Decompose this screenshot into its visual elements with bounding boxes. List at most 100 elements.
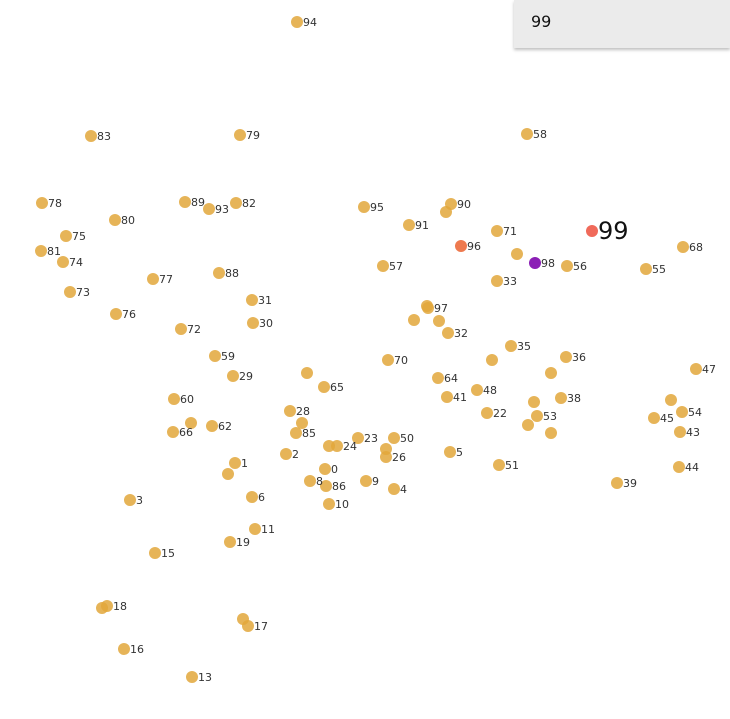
point-23[interactable] <box>352 432 364 444</box>
point-22[interactable] <box>481 407 493 419</box>
point-65[interactable] <box>318 381 330 393</box>
point-85[interactable] <box>290 427 302 439</box>
point-80[interactable] <box>109 214 121 226</box>
point-68[interactable] <box>677 241 689 253</box>
point-unlabeled-84[interactable] <box>380 443 392 455</box>
point-6[interactable] <box>246 491 258 503</box>
point-45[interactable] <box>648 412 660 424</box>
point-50[interactable] <box>388 432 400 444</box>
point-93[interactable] <box>203 203 215 215</box>
point-94[interactable] <box>291 16 303 28</box>
point-label-48: 48 <box>483 384 497 397</box>
point-89[interactable] <box>179 196 191 208</box>
point-64[interactable] <box>432 372 444 384</box>
point-43[interactable] <box>674 426 686 438</box>
point-88[interactable] <box>213 267 225 279</box>
point-66[interactable] <box>167 426 179 438</box>
point-label-62: 62 <box>218 420 232 433</box>
point-unlabeled-95[interactable] <box>237 613 249 625</box>
point-unlabeled-86[interactable] <box>433 315 445 327</box>
point-label-60: 60 <box>180 393 194 406</box>
point-unlabeled-96[interactable] <box>96 602 108 614</box>
point-unlabeled-88[interactable] <box>486 354 498 366</box>
point-75[interactable] <box>60 230 72 242</box>
point-1[interactable] <box>229 457 241 469</box>
point-28[interactable] <box>284 405 296 417</box>
point-96[interactable] <box>455 240 467 252</box>
point-unlabeled-87[interactable] <box>440 206 452 218</box>
point-32[interactable] <box>442 327 454 339</box>
point-unlabeled-81[interactable] <box>185 417 197 429</box>
point-13[interactable] <box>186 671 198 683</box>
point-35[interactable] <box>505 340 517 352</box>
point-77[interactable] <box>147 273 159 285</box>
point-unlabeled-80[interactable] <box>301 367 313 379</box>
point-19[interactable] <box>224 536 236 548</box>
point-57[interactable] <box>377 260 389 272</box>
point-44[interactable] <box>673 461 685 473</box>
point-30[interactable] <box>247 317 259 329</box>
point-unlabeled-79[interactable] <box>222 468 234 480</box>
point-label-56: 56 <box>573 260 587 273</box>
point-98[interactable] <box>529 257 541 269</box>
point-71[interactable] <box>491 225 503 237</box>
point-41[interactable] <box>441 391 453 403</box>
point-label-30: 30 <box>259 317 273 330</box>
point-unlabeled-82[interactable] <box>296 417 308 429</box>
point-86[interactable] <box>320 480 332 492</box>
point-5[interactable] <box>444 446 456 458</box>
point-38[interactable] <box>555 392 567 404</box>
point-48[interactable] <box>471 384 483 396</box>
point-79[interactable] <box>234 129 246 141</box>
point-label-68: 68 <box>689 241 703 254</box>
point-unlabeled-83[interactable] <box>323 440 335 452</box>
point-73[interactable] <box>64 286 76 298</box>
point-59[interactable] <box>209 350 221 362</box>
point-unlabeled-89[interactable] <box>511 248 523 260</box>
search-input[interactable]: 99 <box>514 0 730 48</box>
point-99[interactable] <box>586 225 598 237</box>
point-47[interactable] <box>690 363 702 375</box>
point-81[interactable] <box>35 245 47 257</box>
point-15[interactable] <box>149 547 161 559</box>
point-56[interactable] <box>561 260 573 272</box>
point-0[interactable] <box>319 463 331 475</box>
point-95[interactable] <box>358 201 370 213</box>
point-82[interactable] <box>230 197 242 209</box>
point-3[interactable] <box>124 494 136 506</box>
point-unlabeled-85[interactable] <box>408 314 420 326</box>
point-9[interactable] <box>360 475 372 487</box>
point-31[interactable] <box>246 294 258 306</box>
point-4[interactable] <box>388 483 400 495</box>
point-39[interactable] <box>611 477 623 489</box>
point-29[interactable] <box>227 370 239 382</box>
point-unlabeled-93[interactable] <box>545 427 557 439</box>
point-51[interactable] <box>493 459 505 471</box>
point-62[interactable] <box>206 420 218 432</box>
point-54[interactable] <box>676 406 688 418</box>
point-11[interactable] <box>249 523 261 535</box>
point-10[interactable] <box>323 498 335 510</box>
point-33[interactable] <box>491 275 503 287</box>
point-8[interactable] <box>304 475 316 487</box>
point-60[interactable] <box>168 393 180 405</box>
point-55[interactable] <box>640 263 652 275</box>
point-2[interactable] <box>280 448 292 460</box>
point-53[interactable] <box>531 410 543 422</box>
point-74[interactable] <box>57 256 69 268</box>
point-58[interactable] <box>521 128 533 140</box>
point-unlabeled-97[interactable] <box>421 300 433 312</box>
point-83[interactable] <box>85 130 97 142</box>
point-70[interactable] <box>382 354 394 366</box>
point-91[interactable] <box>403 219 415 231</box>
point-16[interactable] <box>118 643 130 655</box>
point-36[interactable] <box>560 351 572 363</box>
point-72[interactable] <box>175 323 187 335</box>
point-unlabeled-91[interactable] <box>528 396 540 408</box>
point-unlabeled-94[interactable] <box>665 394 677 406</box>
point-76[interactable] <box>110 308 122 320</box>
point-unlabeled-92[interactable] <box>522 419 534 431</box>
point-unlabeled-90[interactable] <box>545 367 557 379</box>
point-78[interactable] <box>36 197 48 209</box>
